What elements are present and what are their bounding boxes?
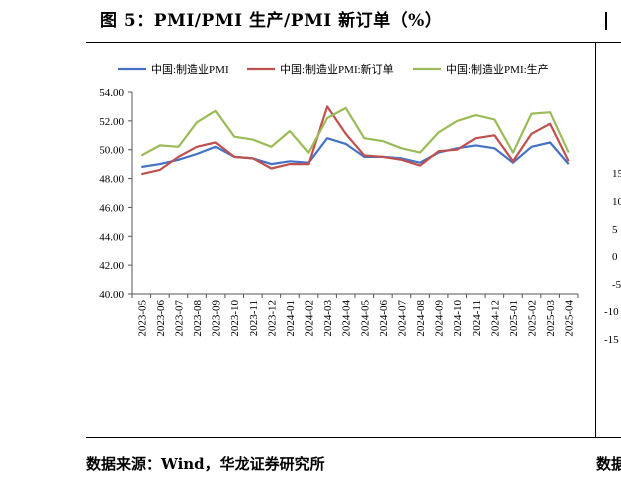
legend-label-3: 中国:制造业PMI:生产 [446,62,549,76]
adjacent-tick-label: 10 [612,196,621,208]
x-tick-label: 2024-11 [471,300,483,336]
legend-label-2: 中国:制造业PMI:新订单 [280,62,394,76]
y-tick-label: 46.00 [99,202,124,214]
adjacent-tick-label: -5 [612,279,621,291]
x-tick-label: 2025-04 [564,300,576,337]
y-tick-label: 42.00 [99,260,124,272]
x-tick-label: 2024-04 [341,300,353,337]
y-tick-label: 52.00 [99,116,124,128]
x-tick-label: 2024-09 [434,300,446,337]
legend-layer: 中国:制造业PMI 中国:制造业PMI:新订单 中国:制造业PMI:生产 [118,62,549,76]
x-tick-label: 2023-07 [173,300,185,337]
y-tick-label: 48.00 [99,174,124,186]
adjacent-tick-label: 5 [612,224,618,236]
series-line-1 [141,137,570,169]
chart-title: 图 5：PMI/PMI 生产/PMI 新订单（%） [100,11,443,31]
title-rule [86,42,621,43]
y-tick-label: 54.00 [99,87,124,99]
x-tick-label: 2024-02 [304,300,316,337]
x-tick-label: 2024-01 [285,300,297,337]
x-tick-label: 2024-05 [359,300,371,337]
y-tick-label: 50.00 [99,145,124,157]
x-tick-label: 2024-07 [396,300,408,337]
x-tick-label: 2023-05 [136,300,148,337]
x-tick-label: 2023-08 [192,300,204,337]
y-tick-label: 44.00 [99,231,124,243]
x-tick-label: 2025-03 [545,300,557,337]
x-tick-label: 2023-06 [155,300,167,337]
series-line-2 [141,105,570,176]
adjacent-panel-edge [605,12,613,30]
x-tick-label: 2024-08 [415,300,427,337]
adjacent-tick-label: 15 [612,168,621,180]
adjacent-tick-label: 0 [612,251,618,263]
x-tick-label: 2023-12 [266,300,278,337]
x-tick-label: 2024-06 [378,300,390,337]
adjacent-source-fragment: 数据 [596,455,621,473]
x-tick-label: 2025-02 [527,300,539,337]
series-layer [140,105,570,176]
axis-layer: 40.00 42.00 44.00 46.00 48.00 50.00 52.00 54.00… [99,87,579,337]
x-tick-label: 2023-09 [211,300,223,337]
x-tick-label: 2024-12 [489,300,501,337]
x-tick-label: 2023-10 [229,300,241,337]
x-tick-label: 2023-11 [248,300,260,336]
adjacent-tick-label: -10 [604,306,619,318]
series-line-3 [140,106,570,157]
adjacent-tick-label: -15 [604,334,619,346]
panel-divider [595,42,596,437]
bottom-rule [86,437,621,438]
y-tick-label: 40.00 [99,289,124,301]
legend-label-1: 中国:制造业PMI [151,62,229,76]
x-tick-label: 2024-10 [452,300,464,337]
x-tick-label: 2025-01 [508,300,520,337]
x-tick-label: 2024-03 [322,300,334,337]
source-note: 数据来源：Wind，华龙证券研究所 [86,455,325,473]
